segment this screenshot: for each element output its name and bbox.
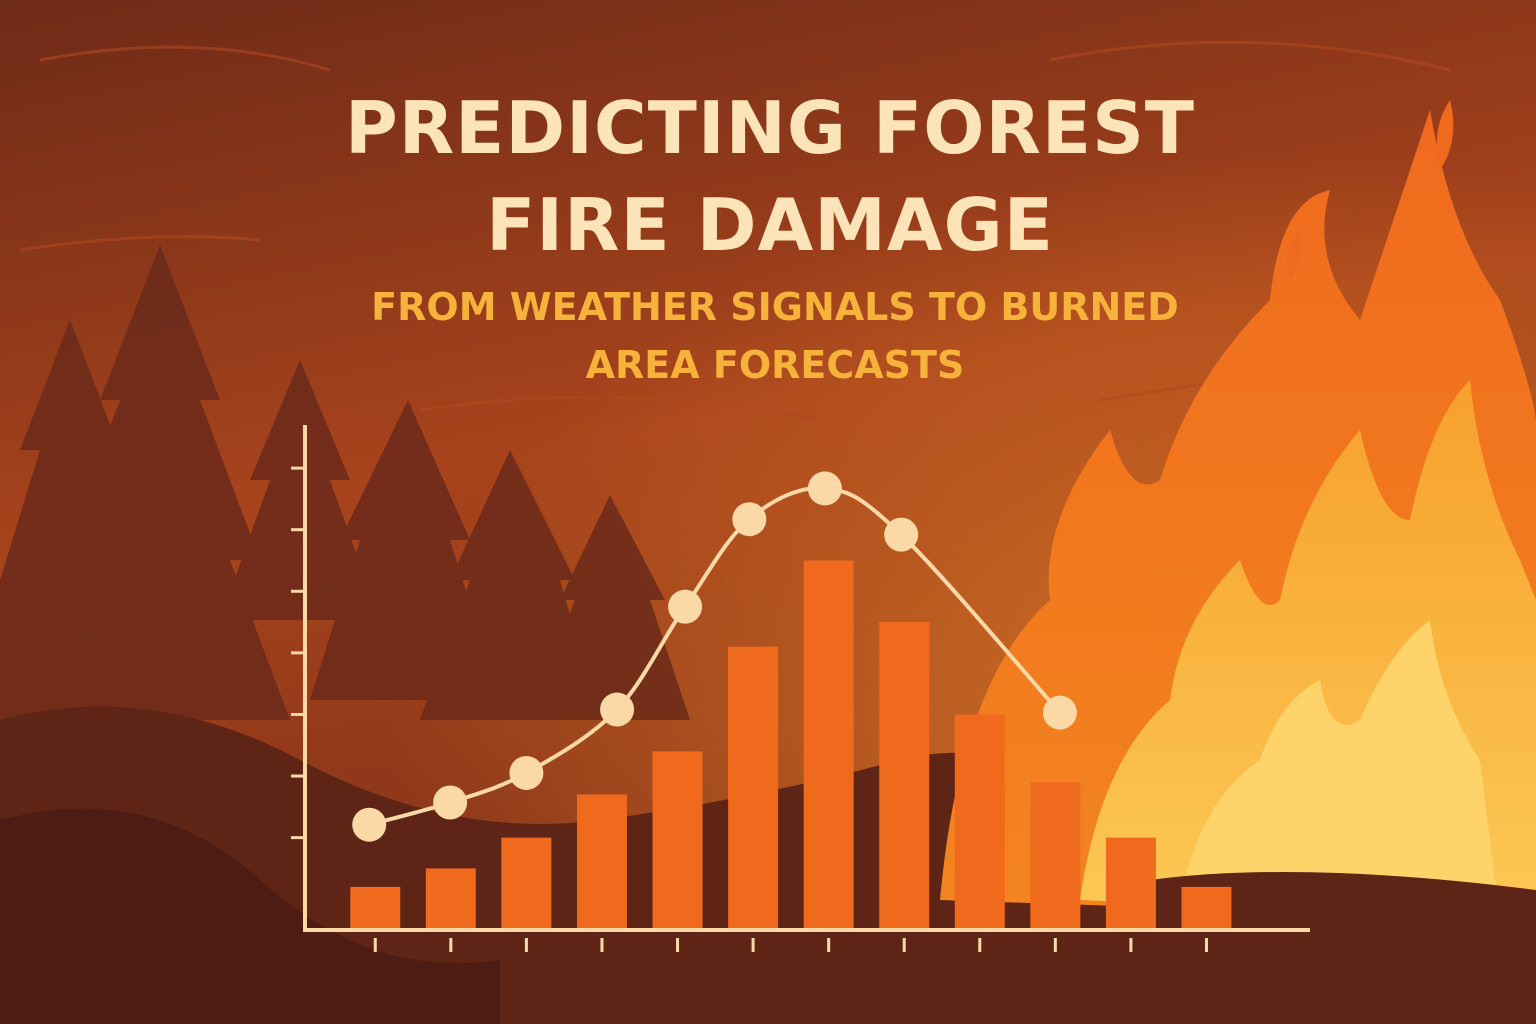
point — [807, 471, 842, 506]
point — [732, 502, 767, 537]
point — [509, 755, 544, 790]
bar — [728, 646, 779, 930]
bar — [576, 794, 627, 930]
bar — [1181, 886, 1232, 930]
plot — [291, 425, 1310, 952]
bar — [425, 868, 476, 930]
subtitle: AREA FORECASTS — [586, 343, 965, 387]
title: PREDICTING FOREST — [345, 86, 1195, 170]
point — [884, 517, 919, 552]
point — [600, 692, 635, 727]
flames — [940, 100, 1536, 920]
bar — [1030, 782, 1081, 930]
bar — [501, 837, 552, 930]
bar — [1105, 837, 1156, 930]
point — [352, 807, 387, 842]
bar — [350, 886, 401, 930]
point — [433, 785, 468, 820]
bar — [803, 560, 854, 930]
title: FIRE DAMAGE — [486, 183, 1054, 267]
bar — [652, 751, 703, 930]
bar — [954, 714, 1005, 930]
point — [1042, 695, 1077, 730]
bar — [879, 622, 930, 930]
point — [668, 589, 703, 624]
subtitle: FROM WEATHER SIGNALS TO BURNED — [371, 285, 1179, 329]
